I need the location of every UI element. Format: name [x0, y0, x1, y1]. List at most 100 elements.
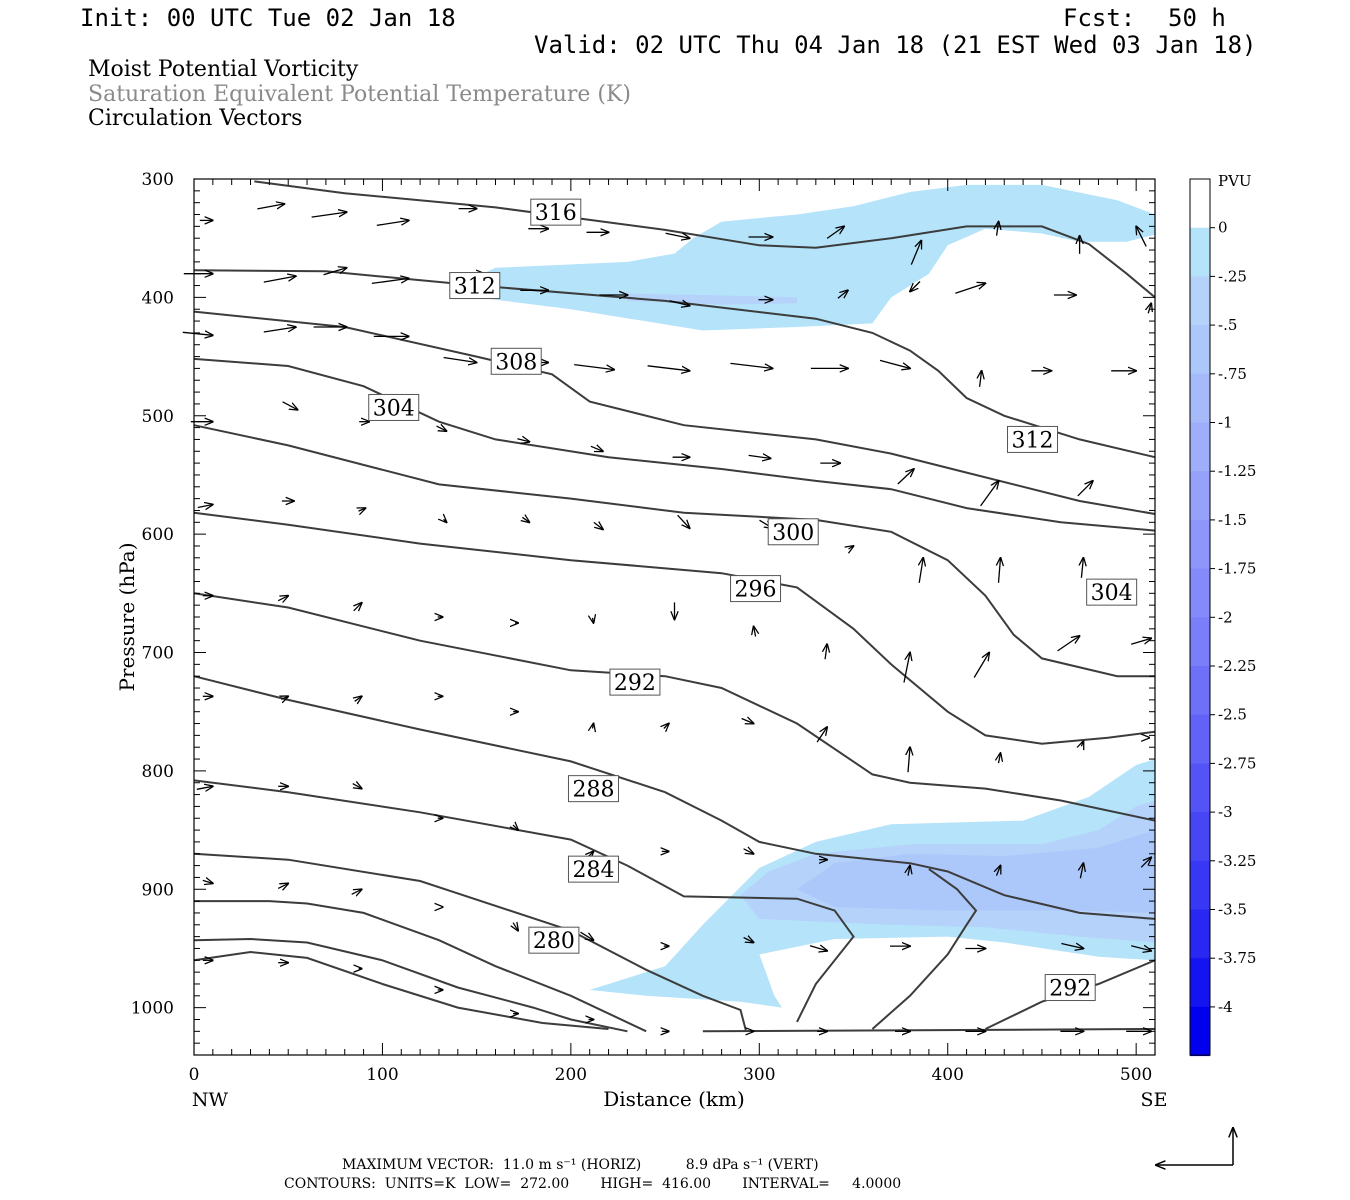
circulation-vector — [816, 727, 827, 743]
colorbar-label: -3.5 — [1218, 901, 1247, 919]
contour-line-6 — [193, 592, 1156, 822]
circulation-vector — [1148, 303, 1151, 314]
contour-label-box — [567, 855, 619, 883]
contour-line-12 — [193, 950, 609, 1030]
circulation-vector — [743, 938, 754, 943]
colorbar-label: -.25 — [1218, 267, 1247, 285]
contour-line-5 — [193, 511, 1156, 745]
contour-line-4 — [193, 424, 1155, 678]
circulation-vector — [903, 653, 910, 683]
colorbar-label: -2 — [1218, 608, 1233, 626]
circulation-vector — [282, 401, 298, 410]
x-tick-label: 100 — [366, 1065, 398, 1085]
y-tick-label: 300 — [142, 170, 174, 190]
valid-time: Valid: 02 UTC Thu 04 Jan 18 (21 EST Wed … — [534, 31, 1257, 59]
circulation-vector — [263, 327, 296, 333]
contour-label: 312 — [454, 275, 496, 300]
colorbar-label: -1.5 — [1218, 511, 1247, 529]
circulation-vector — [741, 719, 754, 724]
y-tick-label: 400 — [142, 288, 174, 308]
pv-shading — [457, 184, 1155, 1008]
circulation-vector — [1080, 863, 1083, 879]
colorbar-label: -1.75 — [1218, 560, 1256, 578]
forecast-label: Fcst: — [1063, 4, 1136, 32]
circulation-vector — [908, 747, 910, 773]
circulation-vector — [999, 753, 1001, 764]
y-tick-label: 1000 — [131, 999, 174, 1019]
contour-label-box — [528, 926, 580, 954]
circulation-vector — [202, 880, 213, 883]
circulation-vector — [197, 505, 213, 508]
circulation-vector — [748, 455, 771, 458]
contour-label-box — [530, 198, 582, 226]
circulation-vector — [980, 371, 982, 387]
contour-line-13 — [871, 868, 978, 1030]
y-tick-label: 600 — [142, 525, 174, 545]
colorbar-swatch — [1190, 568, 1210, 618]
colorbar-swatch — [1190, 812, 1210, 862]
colorbar-swatch — [1190, 227, 1210, 277]
y-tick-label: 900 — [142, 880, 174, 900]
contour-label: 296 — [735, 578, 777, 603]
contour-line-2 — [193, 310, 1156, 515]
contours-note: CONTOURS: UNITS=K LOW= 272.00 HIGH= 416.… — [284, 1176, 902, 1192]
contour-line-8 — [193, 779, 855, 1023]
contour-label-box — [449, 272, 501, 300]
circulation-vector — [355, 696, 362, 701]
colorbar-label: -1.25 — [1218, 462, 1256, 480]
circulation-vector — [277, 596, 288, 601]
colorbar-label: -2.5 — [1218, 706, 1247, 724]
legend-line-vectors: Circulation Vectors — [88, 106, 303, 131]
colorbar-swatch — [1190, 714, 1210, 764]
circulation-vector — [908, 866, 910, 876]
contour-label-box — [609, 668, 661, 696]
circulation-vector — [897, 469, 914, 485]
x-tick-label: 300 — [743, 1065, 775, 1085]
y-axis-label: Pressure (hPa) — [115, 543, 139, 692]
colorbar-label: -2.75 — [1218, 754, 1256, 772]
y-tick-label: 700 — [142, 644, 174, 664]
circulation-vector — [371, 278, 409, 285]
colorbar-swatch — [1190, 422, 1210, 472]
contour-label: 304 — [1091, 581, 1133, 606]
circulation-vector — [590, 446, 603, 451]
forecast-hour: 50 h — [1168, 4, 1226, 32]
circulation-vector — [281, 696, 288, 699]
circulation-vector — [323, 268, 347, 276]
x-tick-label: 200 — [555, 1065, 587, 1085]
colorbar-swatch — [1190, 666, 1210, 716]
colorbar-swatch — [1190, 325, 1210, 375]
circulation-vector — [664, 724, 669, 729]
circulation-vector — [1131, 946, 1151, 951]
colorbar-label: 0 — [1218, 219, 1228, 237]
contour-label: 300 — [772, 521, 814, 546]
circulation-vector — [826, 226, 844, 239]
colorbar-swatch — [1190, 373, 1210, 423]
contour-label-box — [730, 575, 782, 603]
contour-label-box — [490, 347, 542, 375]
contour-label-box — [368, 393, 420, 421]
circulation-vector — [910, 281, 921, 292]
circulation-vector — [436, 426, 447, 431]
x-axis-label: Distance (km) — [603, 1087, 745, 1111]
circulation-vector — [754, 627, 756, 637]
contour-label-box — [1044, 974, 1096, 1002]
reference-vector — [1156, 1128, 1233, 1165]
contour-label-box — [767, 518, 819, 546]
circulation-vector — [730, 362, 773, 368]
colorbar-swatch — [1190, 519, 1210, 570]
circulation-vector — [359, 508, 366, 511]
circulation-vector — [910, 241, 921, 265]
circulation-vector — [351, 889, 362, 894]
colorbar-label: -3.75 — [1218, 949, 1256, 967]
circulation-vector — [513, 923, 518, 931]
circulation-vector — [1077, 481, 1093, 497]
circulation-vector — [444, 519, 447, 522]
colorbar-swatch — [1190, 860, 1210, 910]
circulation-vector — [354, 603, 362, 611]
circulation-vector — [352, 784, 362, 789]
colorbar-label: -2.25 — [1218, 657, 1256, 675]
circulation-vector — [647, 365, 690, 371]
circulation-vector — [376, 220, 409, 227]
